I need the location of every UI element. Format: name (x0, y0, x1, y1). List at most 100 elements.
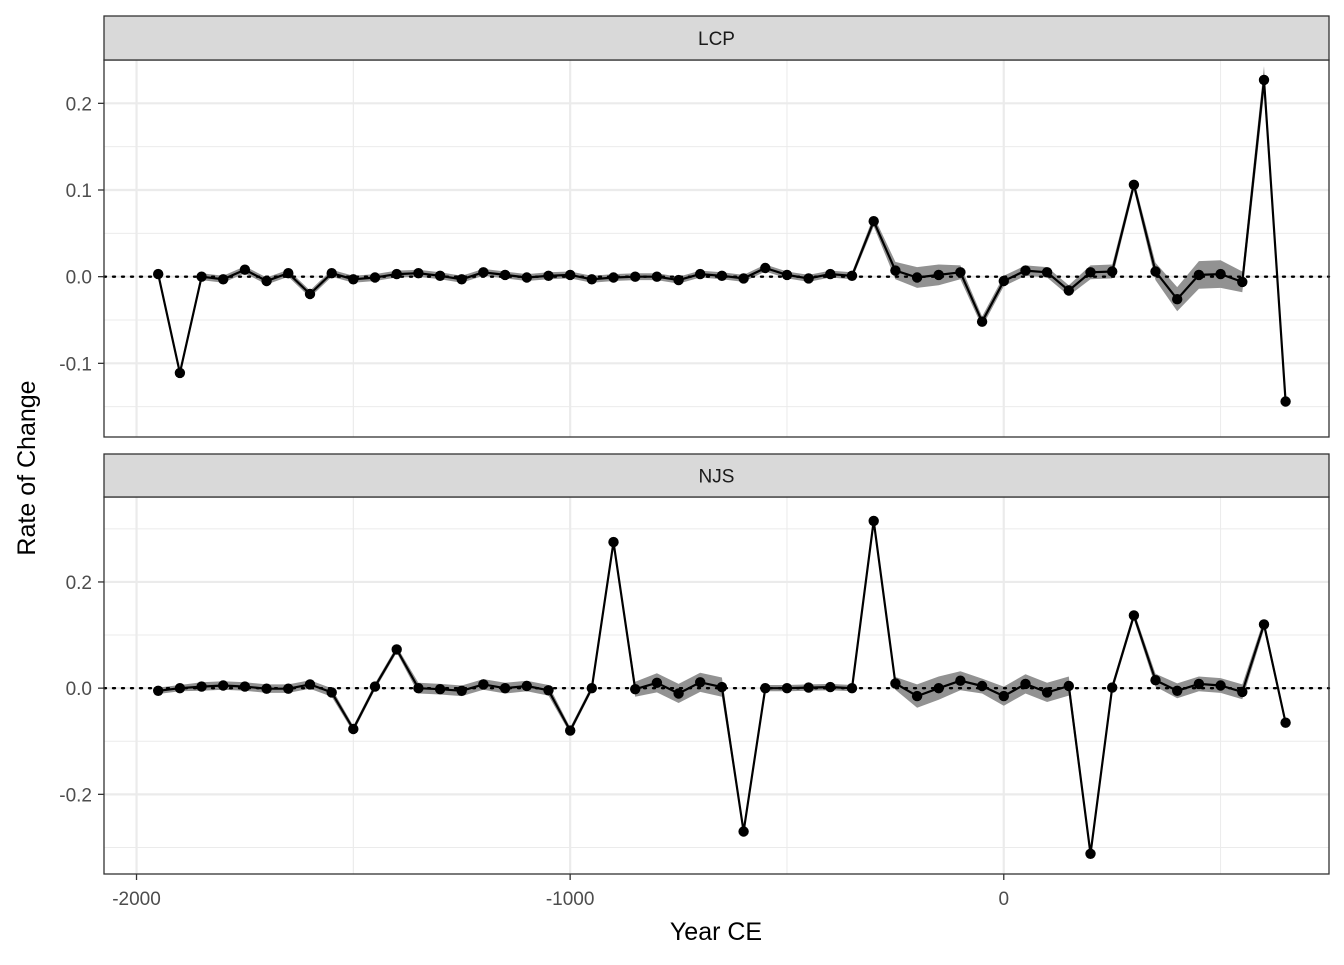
data-point-lcp (391, 268, 402, 280)
data-point-lcp (695, 268, 706, 280)
data-point-lcp (1172, 294, 1183, 305)
facet-strip-label-njs: NJS (699, 467, 735, 488)
data-point-lcp (825, 268, 836, 280)
data-point-njs (868, 515, 879, 527)
data-point-lcp (911, 272, 923, 283)
data-point-lcp (760, 262, 771, 274)
data-point-njs (543, 685, 554, 696)
data-point-lcp (1128, 179, 1140, 190)
data-point-lcp (976, 316, 988, 327)
data-point-lcp (608, 272, 619, 283)
data-point-njs (890, 678, 901, 689)
data-point-lcp (543, 270, 554, 281)
data-point-njs (1237, 686, 1248, 698)
data-point-njs (586, 683, 597, 694)
data-point-njs (565, 725, 576, 736)
data-point-njs (239, 681, 251, 692)
data-point-njs (955, 675, 966, 686)
data-point-lcp (738, 273, 749, 284)
data-point-lcp (890, 265, 901, 276)
data-point-lcp (716, 270, 728, 281)
data-point-njs (456, 685, 467, 696)
y-tick-label-lcp: 0.2 (66, 94, 92, 115)
data-point-njs (348, 723, 359, 735)
data-point-lcp (174, 367, 186, 379)
data-point-lcp (1107, 266, 1118, 277)
data-point-lcp (1150, 266, 1161, 277)
data-point-njs (218, 680, 229, 691)
data-point-njs (499, 683, 511, 694)
data-point-njs (998, 690, 1009, 702)
data-point-lcp (1193, 269, 1205, 281)
data-point-lcp (868, 216, 879, 227)
data-point-njs (695, 677, 706, 688)
data-point-lcp (586, 274, 597, 285)
data-point-lcp (413, 268, 424, 279)
data-point-lcp (304, 288, 316, 300)
data-point-njs (933, 683, 944, 694)
data-point-njs (1063, 680, 1075, 692)
data-point-njs (1085, 848, 1096, 859)
data-point-njs (1150, 675, 1161, 686)
y-tick-label-lcp: -0.1 (59, 354, 92, 375)
y-tick-label-lcp: 0.1 (66, 181, 92, 202)
data-point-njs (976, 680, 988, 692)
data-point-lcp (998, 275, 1009, 287)
data-point-njs (1215, 680, 1226, 691)
data-point-njs (153, 685, 164, 696)
data-point-lcp (651, 271, 663, 282)
data-point-lcp (261, 275, 272, 287)
facet-strip-njs (103, 453, 1330, 498)
data-point-lcp (369, 272, 381, 283)
data-point-njs (803, 682, 814, 693)
data-point-lcp (781, 269, 793, 281)
data-point-lcp (478, 267, 489, 278)
data-point-njs (261, 683, 272, 694)
data-point-lcp (283, 268, 294, 279)
data-point-lcp (673, 274, 684, 286)
data-point-lcp (434, 270, 446, 281)
data-point-lcp (239, 264, 251, 275)
data-point-njs (911, 690, 923, 702)
data-point-njs (391, 644, 402, 655)
data-point-njs (760, 683, 771, 694)
data-point-njs (304, 679, 316, 690)
data-point-njs (434, 684, 446, 695)
data-point-lcp (846, 270, 858, 281)
facet-strip-label-lcp: LCP (698, 29, 735, 50)
y-tick-label-njs: -0.2 (59, 785, 92, 806)
data-point-lcp (565, 269, 576, 281)
data-point-njs (196, 681, 207, 692)
data-point-njs (846, 683, 858, 694)
data-point-njs (283, 683, 294, 694)
data-point-njs (1280, 717, 1291, 728)
data-point-lcp (1280, 396, 1291, 407)
data-point-njs (1172, 685, 1183, 696)
data-point-lcp (1237, 276, 1248, 288)
y-tick-label-njs: 0.2 (66, 573, 92, 594)
data-point-njs (673, 688, 684, 699)
data-point-njs (1107, 682, 1118, 693)
data-point-njs (608, 536, 619, 548)
data-point-lcp (630, 271, 641, 282)
data-point-njs (521, 680, 532, 692)
data-point-njs (716, 681, 728, 693)
data-point-lcp (153, 268, 164, 280)
y-tick-label-lcp: 0.0 (66, 268, 92, 289)
data-point-lcp (456, 274, 467, 285)
data-point-njs (174, 683, 186, 694)
x-tick-label: 0 (998, 889, 1009, 910)
x-tick-label: -1000 (546, 889, 595, 910)
data-point-lcp (1020, 265, 1031, 276)
data-point-lcp (1258, 74, 1270, 86)
data-point-njs (1020, 678, 1031, 690)
data-point-njs (326, 687, 337, 698)
data-point-lcp (1041, 267, 1053, 278)
data-point-lcp (1063, 285, 1075, 296)
panel-background-lcp (104, 60, 1329, 437)
data-point-lcp (499, 269, 511, 281)
data-point-njs (413, 683, 424, 694)
data-point-lcp (1215, 268, 1226, 280)
x-axis-title: Year CE (670, 918, 762, 946)
